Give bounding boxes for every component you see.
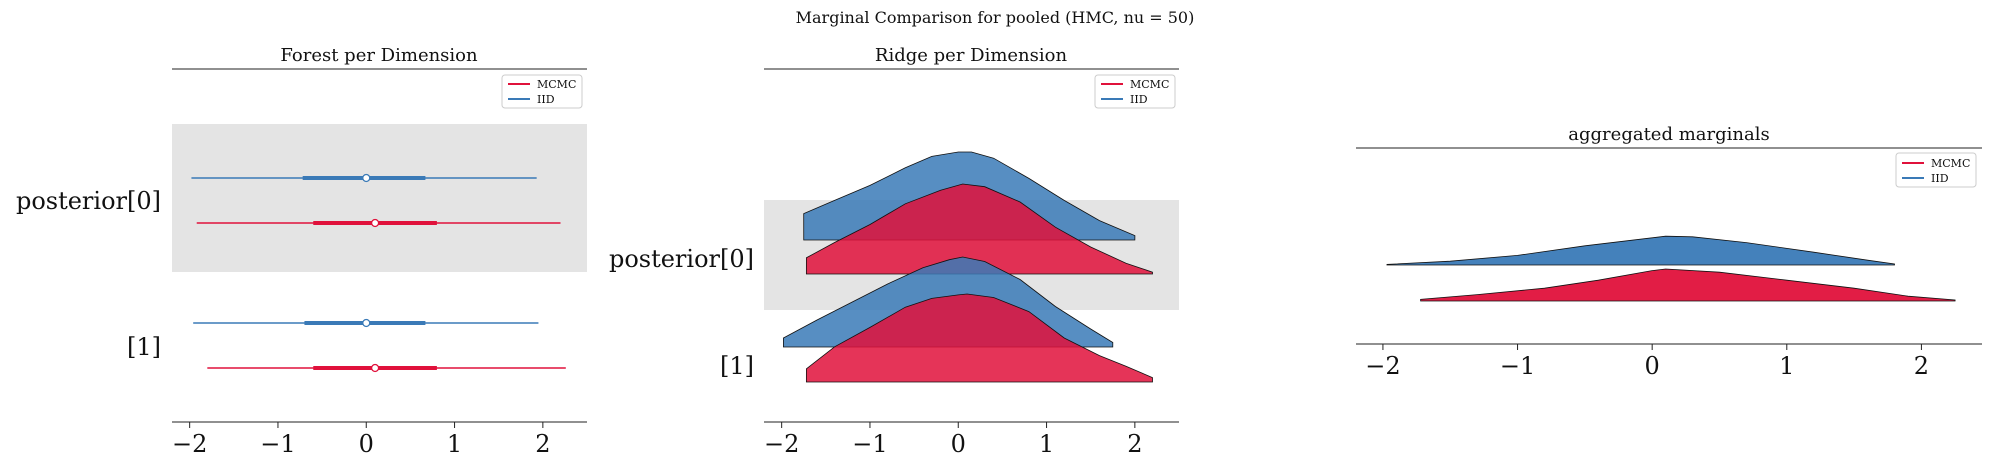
ridge-xtick-label-4: 2: [1127, 430, 1142, 458]
ridge-title: Ridge per Dimension: [875, 45, 1068, 66]
forest-ylabel-0: posterior[0]: [16, 187, 161, 215]
forest-legend-mcmc-label: MCMC: [537, 78, 576, 91]
ridge-ylabel-0: posterior[0]: [609, 245, 754, 273]
figure-title: Marginal Comparison for pooled (HMC, nu …: [795, 8, 1195, 27]
ridge-legend-iid-label: IID: [1130, 93, 1148, 106]
aggregated-title: aggregated marginals: [1568, 124, 1769, 145]
forest-legend-iid-label: IID: [537, 93, 555, 106]
ridge-legend: MCMC IID: [1094, 74, 1176, 109]
forest-mcmc-row-1-median: [370, 363, 380, 373]
aggregated-xtick-label-3: 1: [1779, 352, 1794, 380]
aggregated-legend-mcmc-label: MCMC: [1931, 157, 1970, 170]
aggregated-legend-iid-label: IID: [1931, 172, 1949, 185]
aggregated-panel: aggregated marginals −2 −1 0 1 2 MCMC IID: [1356, 124, 1982, 380]
aggregated-xtick-label-0: −2: [1365, 352, 1400, 380]
aggregated-xtick-label-1: −1: [1500, 352, 1535, 380]
aggregated-mcmc-density: [1420, 268, 1956, 302]
ridge-xtick-label-2: 0: [951, 430, 966, 458]
forest-mcmc-row-0-median: [370, 218, 380, 228]
ridge-xtick-label-3: 1: [1039, 430, 1054, 458]
ridge-ylabel-1: [1]: [720, 352, 754, 380]
forest-xtick-label-0: −2: [172, 430, 207, 458]
forest-panel: Forest per Dimension posterior[0] [1] −2…: [16, 45, 587, 458]
forest-title: Forest per Dimension: [280, 45, 478, 66]
aggregated-xtick-label-4: 2: [1914, 352, 1929, 380]
ridge-mcmc-density-row-0: [805, 183, 1153, 275]
forest-iid-row-1-median: [362, 318, 371, 328]
ridge-xtick-label-1: −1: [852, 430, 887, 458]
forest-xtick-label-2: 0: [359, 430, 374, 458]
forest-xtick-label-4: 2: [535, 430, 550, 458]
forest-ylabel-1: [1]: [127, 333, 161, 361]
ridge-xtick-label-0: −2: [764, 430, 799, 458]
aggregated-legend: MCMC IID: [1895, 152, 1977, 188]
ridge-legend-mcmc-label: MCMC: [1130, 78, 1169, 91]
aggregated-xtick-label-2: 0: [1645, 352, 1660, 380]
aggregated-iid-density: [1386, 235, 1895, 266]
forest-xtick-label-3: 1: [447, 430, 462, 458]
forest-iid-row-0-median: [362, 173, 371, 183]
forest-shade-row-0: [172, 124, 587, 272]
ridge-panel: Ridge per Dimension posterior[0] [1] −2 −…: [609, 45, 1179, 458]
ridge-mcmc-density-row-1: [805, 293, 1153, 383]
forest-legend: MCMC IID: [501, 74, 583, 109]
forest-xtick-label-1: −1: [260, 430, 295, 458]
